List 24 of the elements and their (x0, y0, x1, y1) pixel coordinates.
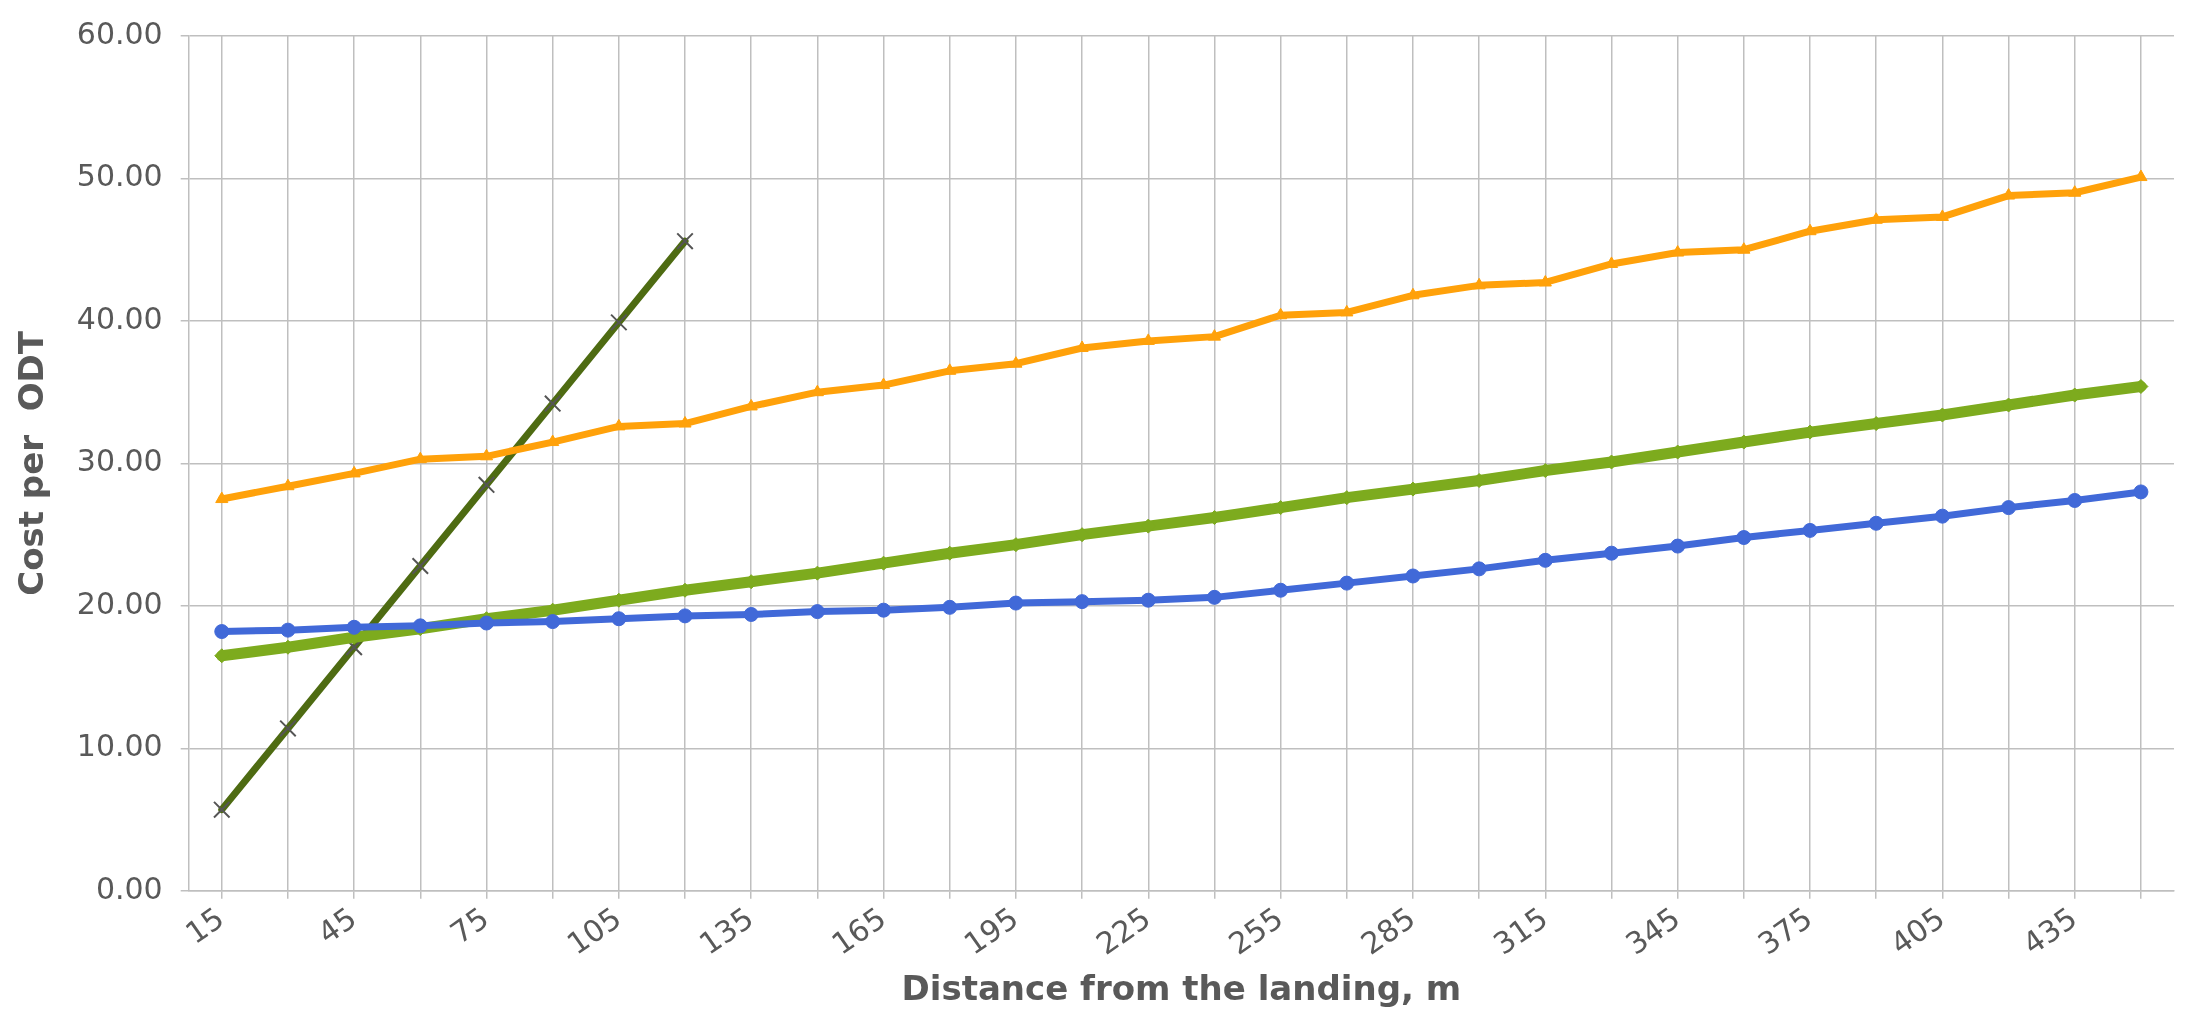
y-tick-label: 60.00 (76, 15, 163, 51)
x-tick-label: 45 (311, 900, 363, 951)
x-tick-label: 225 (1089, 900, 1157, 962)
x-tick-label: 375 (1751, 900, 1819, 962)
x-tick-label: 435 (2016, 900, 2084, 962)
x-tick-label: 255 (1222, 900, 1290, 962)
x-tick-label: 405 (1883, 900, 1951, 962)
y-tick-label: 30.00 (76, 443, 163, 479)
y-tick-label: 0.00 (95, 870, 163, 906)
y-tick-label: 10.00 (76, 728, 163, 764)
x-tick-label: 195 (957, 900, 1025, 962)
x-tick-label: 345 (1619, 900, 1687, 962)
x-tick-label: 165 (825, 900, 893, 962)
y-tick-label: 20.00 (76, 585, 163, 621)
y-axis-title: Cost per ODT (11, 330, 52, 596)
x-tick-label: 135 (692, 900, 760, 962)
x-axis-title: Distance from the landing, m (901, 968, 1462, 1009)
y-tick-label: 50.00 (76, 158, 163, 194)
x-tick-label: 15 (178, 900, 231, 951)
x-tick-label: 285 (1354, 900, 1422, 962)
x-tick-label: 105 (560, 900, 628, 962)
y-tick-label: 40.00 (76, 300, 163, 336)
x-tick-label: 315 (1486, 900, 1554, 962)
x-tick-label: 75 (443, 900, 495, 951)
